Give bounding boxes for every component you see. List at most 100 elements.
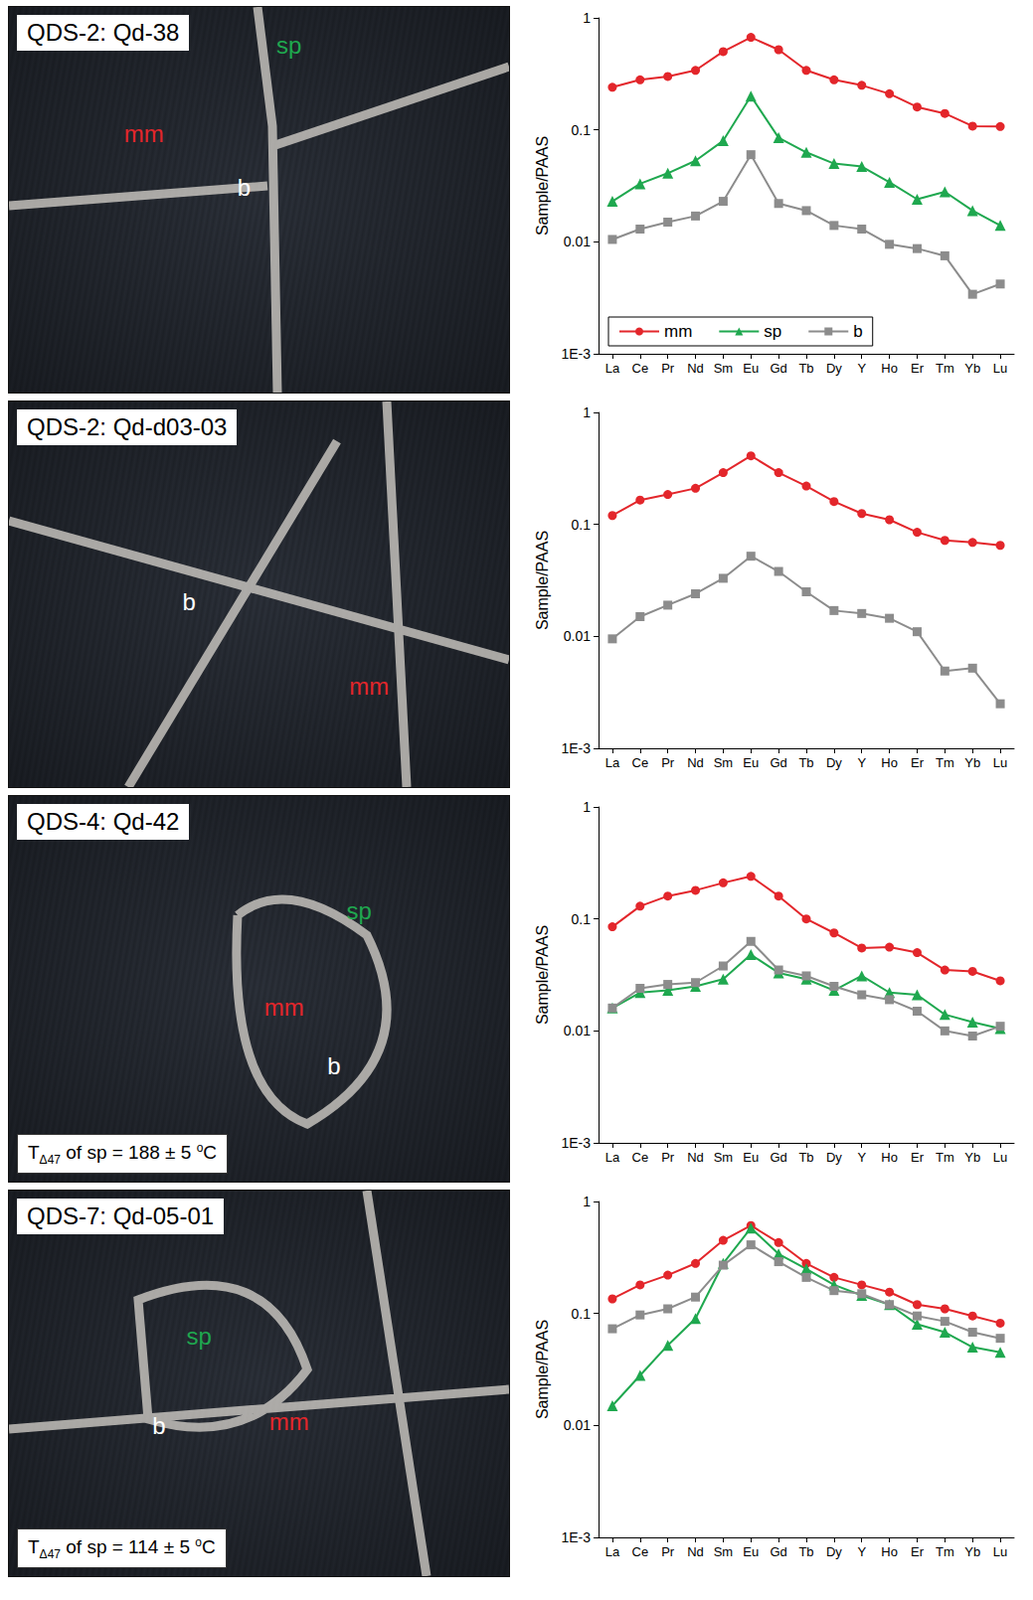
svg-text:La: La (605, 360, 621, 376)
svg-text:0.1: 0.1 (571, 1306, 592, 1323)
svg-text:La: La (605, 755, 621, 771)
svg-text:Sample/PAAS: Sample/PAAS (533, 925, 551, 1026)
svg-text:Lu: Lu (993, 1150, 1008, 1166)
svg-text:Dy: Dy (826, 1150, 843, 1166)
svg-text:Tm: Tm (935, 1545, 955, 1560)
svg-text:Yb: Yb (964, 360, 981, 376)
svg-text:Gd: Gd (769, 755, 787, 771)
svg-text:0.1: 0.1 (571, 516, 592, 533)
svg-text:Tm: Tm (935, 755, 955, 771)
svg-text:Y: Y (857, 1150, 866, 1166)
svg-text:1E-3: 1E-3 (560, 740, 591, 757)
svg-text:Nd: Nd (687, 1150, 704, 1166)
html-text:b: b (182, 588, 196, 616)
html-text:b: b (327, 1052, 341, 1080)
svg-text:Nd: Nd (687, 1545, 704, 1560)
svg-text:Tb: Tb (798, 755, 814, 771)
svg-text:Nd: Nd (687, 755, 704, 771)
html-text:QDS-4: Qd-42: QDS-4: Qd-42 (26, 808, 180, 836)
svg-text:0.01: 0.01 (563, 1023, 591, 1039)
svg-text:Er: Er (910, 755, 925, 771)
svg-text:Dy: Dy (826, 755, 843, 771)
svg-text:1E-3: 1E-3 (560, 1530, 591, 1547)
html-text:sp: sp (276, 31, 302, 59)
html-text:QDS-7: Qd-05-01: QDS-7: Qd-05-01 (26, 1203, 214, 1230)
svg-text:Sm: Sm (713, 360, 734, 376)
svg-text:Sm: Sm (713, 1150, 734, 1166)
html-text:b: b (152, 1412, 166, 1440)
svg-text:Y: Y (857, 755, 866, 771)
svg-text:sp: sp (763, 322, 782, 342)
svg-text:Pr: Pr (661, 360, 676, 376)
svg-text:Yb: Yb (964, 1150, 981, 1166)
svg-text:Eu: Eu (742, 1150, 759, 1166)
svg-text:1E-3: 1E-3 (560, 1135, 591, 1152)
svg-text:Er: Er (910, 1545, 925, 1560)
svg-text:Gd: Gd (769, 1150, 787, 1166)
svg-text:mm: mm (664, 322, 692, 342)
svg-text:Tm: Tm (935, 1150, 955, 1166)
svg-text:Lu: Lu (993, 360, 1008, 376)
svg-text:Pr: Pr (661, 1545, 676, 1560)
html-text:TΔ47of sp = 188 ± 5oC: TΔ47of sp = 188 ± 5oC (27, 1141, 217, 1168)
svg-text:Dy: Dy (826, 1545, 843, 1560)
svg-text:Y: Y (857, 360, 866, 376)
svg-text:Lu: Lu (993, 1545, 1008, 1560)
svg-text:Nd: Nd (687, 360, 704, 376)
html-text:mm: mm (269, 1408, 309, 1436)
svg-text:1: 1 (582, 799, 591, 816)
svg-text:Sample/PAAS: Sample/PAAS (533, 136, 551, 236)
svg-text:Ce: Ce (631, 1150, 649, 1166)
svg-text:Sm: Sm (713, 1545, 734, 1560)
svg-text:Ho: Ho (880, 1150, 898, 1166)
html-text:b: b (237, 174, 251, 202)
svg-text:Pr: Pr (661, 1150, 676, 1166)
svg-text:Y: Y (857, 1545, 866, 1560)
svg-text:Pr: Pr (661, 755, 676, 771)
svg-text:0.1: 0.1 (571, 122, 592, 139)
svg-text:Ho: Ho (880, 1545, 898, 1560)
svg-text:Ho: Ho (880, 755, 898, 771)
svg-text:Eu: Eu (742, 755, 759, 771)
svg-text:Tb: Tb (798, 1150, 814, 1166)
html-text:TΔ47of sp = 114 ± 5oC: TΔ47of sp = 114 ± 5oC (27, 1535, 216, 1562)
svg-text:0.1: 0.1 (571, 911, 592, 928)
svg-text:0.01: 0.01 (563, 628, 591, 645)
svg-text:Gd: Gd (769, 360, 787, 376)
svg-text:1: 1 (582, 1194, 591, 1210)
svg-text:Eu: Eu (742, 1545, 759, 1560)
svg-text:1E-3: 1E-3 (560, 345, 591, 362)
svg-text:Dy: Dy (826, 360, 843, 376)
svg-text:Yb: Yb (964, 1545, 981, 1560)
svg-text:b: b (853, 322, 862, 342)
svg-text:0.01: 0.01 (563, 233, 591, 250)
svg-text:Sm: Sm (713, 755, 734, 771)
svg-text:Tb: Tb (798, 1545, 814, 1560)
html-text:QDS-2: Qd-38: QDS-2: Qd-38 (26, 18, 180, 46)
svg-text:1: 1 (582, 404, 591, 421)
svg-text:Ho: Ho (880, 360, 898, 376)
svg-text:La: La (605, 1545, 621, 1560)
svg-text:Eu: Eu (742, 360, 759, 376)
svg-text:Gd: Gd (769, 1545, 787, 1560)
svg-text:Ce: Ce (631, 755, 649, 771)
svg-text:Lu: Lu (993, 755, 1008, 771)
svg-text:Er: Er (910, 360, 925, 376)
svg-text:Yb: Yb (964, 755, 981, 771)
svg-text:Sample/PAAS: Sample/PAAS (533, 1320, 551, 1420)
svg-text:0.01: 0.01 (563, 1417, 591, 1434)
svg-text:Ce: Ce (631, 1545, 649, 1560)
html-text:mm: mm (124, 120, 164, 148)
html-text:mm: mm (264, 994, 304, 1022)
svg-text:1: 1 (582, 9, 591, 26)
svg-text:Ce: Ce (631, 360, 649, 376)
svg-text:La: La (605, 1150, 621, 1166)
html-text:sp: sp (346, 898, 372, 926)
html-text:QDS-2: Qd-d03-03: QDS-2: Qd-d03-03 (26, 413, 228, 441)
html-text:sp: sp (186, 1323, 212, 1351)
svg-text:Sample/PAAS: Sample/PAAS (533, 530, 551, 631)
svg-text:Tb: Tb (798, 360, 814, 376)
svg-text:Tm: Tm (935, 360, 955, 376)
svg-text:Er: Er (910, 1150, 925, 1166)
html-text:mm: mm (349, 673, 389, 701)
